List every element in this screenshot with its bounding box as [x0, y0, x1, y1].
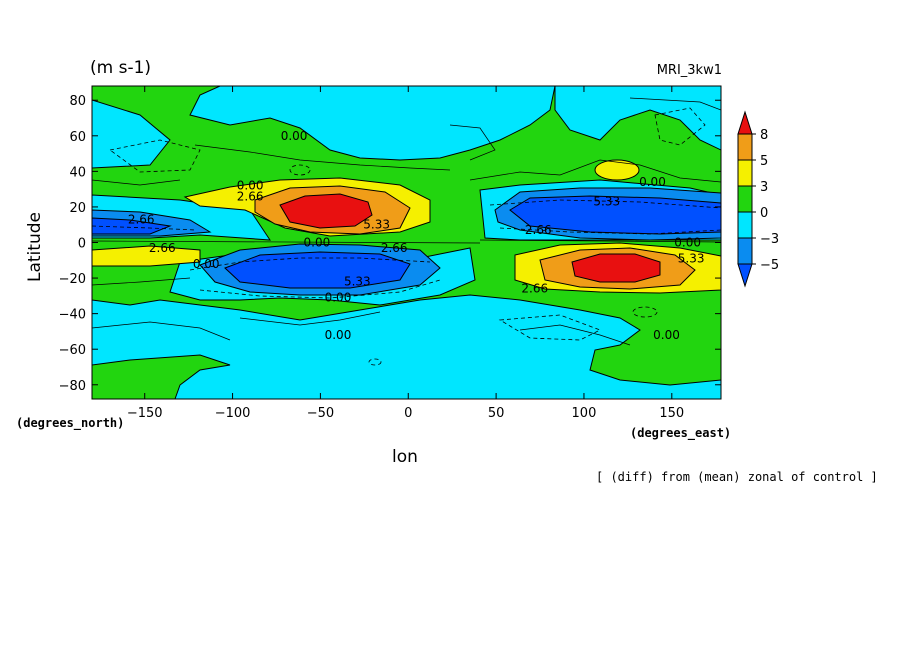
contour-value-label: 2.66	[525, 223, 552, 237]
contour-line	[632, 306, 658, 318]
x-tick-label: −150	[127, 406, 163, 421]
model-label: MRI_3kw1	[656, 63, 722, 78]
contour-fill-layer	[92, 86, 721, 399]
x-tick-label: 0	[404, 406, 412, 421]
contour-value-label: 0.00	[193, 257, 220, 271]
contour-line	[194, 144, 451, 171]
contour-value-label: 5.33	[363, 218, 390, 232]
contour-value-label: 2.66	[128, 212, 155, 226]
contour-line	[479, 239, 721, 243]
contour-line	[519, 324, 631, 346]
caption-note: [ (diff) from (mean) zonal of control ]	[596, 470, 878, 484]
y-tick-label: 40	[69, 165, 86, 180]
colorbar-swatch	[737, 237, 753, 265]
colorbar-swatch	[737, 185, 753, 213]
y-tick-label: −80	[59, 379, 86, 394]
colorbar-label: 3	[760, 180, 768, 195]
colorbar-swatch	[737, 133, 753, 161]
units-label: (m s-1)	[90, 58, 152, 78]
fill-cyan-south-wide	[92, 294, 721, 399]
contour-value-label: 5.33	[593, 195, 620, 209]
colorbar-swatch	[737, 159, 753, 187]
contour-line	[289, 164, 311, 176]
contour-value-label: 5.33	[344, 275, 371, 289]
y-tick-label: 60	[69, 130, 86, 145]
negative-contour-lines	[92, 107, 721, 366]
y-tick-label: 80	[69, 94, 86, 109]
x-unit-label: (degrees_east)	[630, 426, 732, 440]
contour-line	[109, 139, 201, 173]
y-tick-label: −20	[59, 272, 86, 287]
contour-line	[654, 107, 706, 146]
contour-value-label: 5.33	[678, 252, 705, 266]
x-tick-label: −50	[307, 406, 334, 421]
contour-value-label: 0.00	[325, 328, 352, 342]
y-axis-label: Latitude	[25, 212, 45, 282]
contour-value-label: 0.00	[653, 328, 680, 342]
contour-lines	[92, 97, 721, 346]
fill-cyan-north-east	[554, 86, 721, 151]
colorbar-label: 0	[760, 206, 768, 221]
contour-line	[92, 225, 196, 231]
contour-value-label: 0.00	[325, 291, 352, 305]
colorbar: 8 5 3 0 −3 −5	[737, 110, 779, 288]
colorbar-label: −3	[760, 232, 779, 247]
fill-deepblue-south	[224, 251, 411, 289]
contour-line	[92, 240, 481, 244]
y-tick-label: −40	[59, 308, 86, 323]
contour-value-label: 0.00	[281, 129, 308, 143]
y-tick-label: −60	[59, 343, 86, 358]
colorbar-top-arrow	[737, 110, 753, 135]
contour-line	[92, 277, 191, 286]
y-tick-label: 0	[78, 237, 86, 252]
fill-deepblue-north	[509, 195, 721, 235]
contour-line	[469, 159, 721, 183]
contour-line	[489, 199, 721, 209]
contour-line	[92, 321, 231, 341]
fill-cyan-north-west	[92, 86, 560, 161]
fill-deepblue-west	[92, 217, 172, 235]
fill-red-north	[279, 193, 373, 229]
colorbar-bottom-arrow	[737, 263, 753, 288]
contour-line	[239, 311, 381, 326]
contour-value-label: 2.66	[237, 189, 264, 203]
contour-line	[449, 124, 496, 161]
x-tick-label: 100	[572, 406, 597, 421]
contour-value-label: 2.66	[521, 282, 548, 296]
contour-value-label: 0.00	[237, 179, 264, 193]
colorbar-label: 5	[760, 154, 768, 169]
y-unit-label: (degrees_north)	[16, 416, 125, 430]
x-tick-label: 150	[659, 406, 684, 421]
contour-value-label: 0.00	[304, 236, 331, 250]
fill-red-south	[571, 253, 661, 283]
contour-value-label: 0.00	[639, 175, 666, 189]
x-axis-label: lon	[392, 447, 418, 467]
contour-line	[499, 227, 721, 235]
contour-value-label: 0.00	[674, 236, 701, 250]
colorbar-swatch	[737, 211, 753, 239]
contour-line	[368, 358, 382, 366]
x-tick-label: −100	[215, 406, 251, 421]
x-tick-label: 50	[488, 406, 505, 421]
contour-labels: 0.000.002.662.662.660.000.005.332.665.33…	[128, 129, 705, 342]
colorbar-label: −5	[760, 258, 779, 273]
contour-value-label: 2.66	[149, 241, 176, 255]
contour-line	[629, 97, 721, 111]
contour-line	[498, 314, 601, 341]
contour-line	[92, 179, 181, 186]
y-tick-label: 20	[69, 201, 86, 216]
axis-ticks: −150 −100 −50 0 50 100 150 80 60 40 20 0 −20 −40 −60 −8…	[59, 86, 721, 421]
fill-yellow-small-ne	[594, 159, 640, 181]
fill-yellow-west	[92, 245, 201, 267]
colorbar-label: 8	[760, 128, 768, 143]
contour-value-label: 2.66	[381, 241, 408, 255]
fill-cyan-west-lobe	[92, 99, 171, 169]
